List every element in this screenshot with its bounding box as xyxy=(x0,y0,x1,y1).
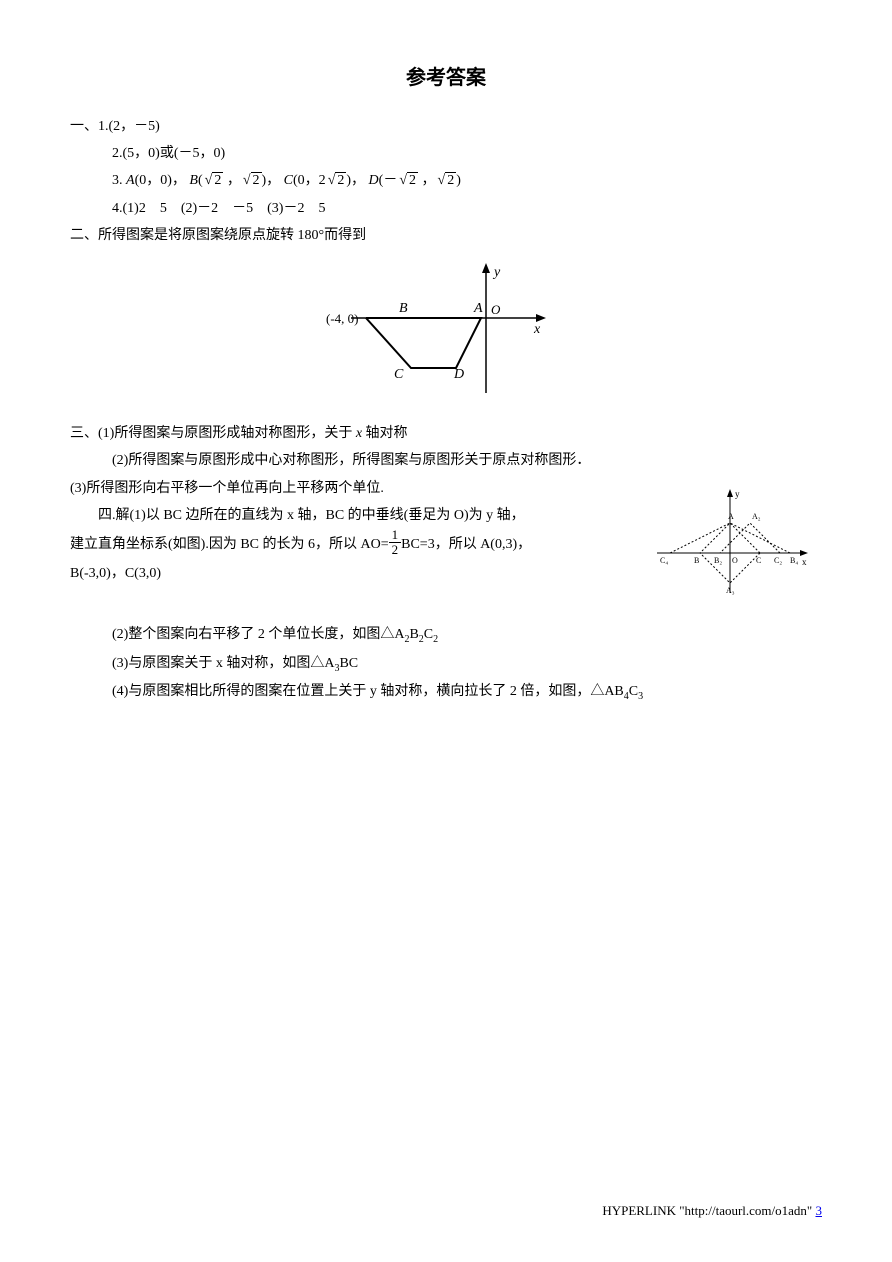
sec1-l3-prefix: 3. xyxy=(112,173,123,188)
sec3-line1: 三、(1)所得图案与原图形成轴对称图形，关于 x 轴对称 xyxy=(70,421,822,446)
sec1-l1: 1.(2，－5) xyxy=(98,119,160,134)
d2-B2: B₂ xyxy=(714,556,722,565)
sub: 2 xyxy=(433,634,438,645)
d1-D: D xyxy=(453,367,464,382)
sec1-D-open: (－ xyxy=(379,173,398,188)
d2-C4: C₄ xyxy=(660,556,668,565)
sqrt-icon: 2 xyxy=(326,168,347,193)
sec1-B-close: )， xyxy=(262,173,281,188)
sec1-A: A xyxy=(126,173,135,188)
sec1-C-close: )， xyxy=(346,173,365,188)
sep: ， xyxy=(418,173,436,188)
sec4-line6: (4)与原图案相比所得的图案在位置上关于 y 轴对称，横向拉长了 2 倍，如图，… xyxy=(70,679,822,706)
d1-C: C xyxy=(394,367,404,382)
frac-num: 1 xyxy=(389,528,402,543)
sec1-C: C xyxy=(284,173,293,188)
sec1-A-coord: (0，0)， xyxy=(135,173,186,188)
sec1-D: D xyxy=(369,173,379,188)
d2-A3: A₃ xyxy=(726,586,735,595)
sec3-l1-pre: 三、(1)所得图案与原图形成轴对称图形，关于 xyxy=(70,426,356,441)
footer-hyperlink: HYPERLINK "http://taourl.com/o1adn" 3 xyxy=(602,1199,822,1222)
sec1-heading: 一、 xyxy=(70,119,98,134)
d1-y-label: y xyxy=(492,265,501,280)
sqrt-val: 2 xyxy=(251,172,262,188)
sec2-text: 二、所得图案是将原图案绕原点旋转 180°而得到 xyxy=(70,223,822,248)
sep: ， xyxy=(223,173,241,188)
d2-C: C xyxy=(756,556,761,565)
sec4-line5: (3)与原图案关于 x 轴对称，如图△A3BC xyxy=(70,651,822,678)
sqrt-icon: 2 xyxy=(436,168,457,193)
sec4-l6-pre: (4)与原图案相比所得的图案在位置上关于 y 轴对称，横向拉长了 2 倍，如图，… xyxy=(112,684,624,699)
diagram1: y x B A (-4, 0) O C D xyxy=(70,258,822,407)
t: C xyxy=(629,684,638,699)
d2-A: A xyxy=(728,512,734,521)
sec4-line4: (2)整个图案向右平移了 2 个单位长度，如图△A2B2C2 xyxy=(70,622,822,649)
diagram2: x y A A₂ A₃ B B₂ C C₂ B₄ C₄ O xyxy=(652,483,812,612)
sub: 3 xyxy=(638,691,643,702)
sec1-line4: 4.(1)2 5 (2)－2 －5 (3)－2 5 xyxy=(70,196,822,221)
fraction-icon: 12 xyxy=(389,528,402,558)
d2-x: x xyxy=(802,557,807,567)
sqrt-val: 2 xyxy=(445,172,456,188)
sec1-line2: 2.(5，0)或(－5，0) xyxy=(70,141,822,166)
sqrt-val: 2 xyxy=(212,172,223,188)
d2-A2: A₂ xyxy=(752,512,761,521)
d2-B: B xyxy=(694,556,699,565)
d1-coord: (-4, 0) xyxy=(326,311,359,326)
sec4-l2-pre: 建立直角坐标系(如图).因为 BC 的长为 6，所以 AO= xyxy=(70,537,389,552)
sec4-l2-post: BC=3，所以 A(0,3)， xyxy=(401,537,531,552)
d1-A: A xyxy=(473,301,483,316)
d1-B: B xyxy=(399,301,408,316)
sec1-line3: 3. A(0，0)， B(2 ，2)， C(0，22)， D(－2 ，2) xyxy=(70,168,822,193)
sec1-C-open: (0，2 xyxy=(293,173,326,188)
sec4-l4-pre: (2)整个图案向右平移了 2 个单位长度，如图△A xyxy=(112,627,404,642)
sqrt-val: 2 xyxy=(335,172,346,188)
d1-x-label: x xyxy=(533,322,541,337)
d2-B4: B₄ xyxy=(790,556,798,565)
sec3-line2: (2)所得图案与原图形成中心对称图形，所得图案与原图形关于原点对称图形． xyxy=(70,448,822,473)
sec1-line1: 一、1.(2，－5) xyxy=(70,114,822,139)
hyperlink-label: HYPERLINK "http://taourl.com/o1adn" xyxy=(602,1203,815,1218)
hyperlink-anchor[interactable]: 3 xyxy=(816,1203,823,1218)
t: BC xyxy=(339,656,358,671)
page-title: 参考答案 xyxy=(70,60,822,96)
sqrt-icon: 2 xyxy=(397,168,418,193)
sec1-B: B xyxy=(189,173,198,188)
t: B xyxy=(409,627,418,642)
sqrt-val: 2 xyxy=(407,172,418,188)
sec4-l5-pre: (3)与原图案关于 x 轴对称，如图△A xyxy=(112,656,334,671)
d1-O: O xyxy=(491,302,501,317)
frac-den: 2 xyxy=(389,543,402,557)
d2-C2: C₂ xyxy=(774,556,782,565)
sqrt-icon: 2 xyxy=(241,168,262,193)
sqrt-icon: 2 xyxy=(203,168,224,193)
sec3-l1-post: 轴对称 xyxy=(362,426,408,441)
d2-y: y xyxy=(735,489,740,499)
sec1-D-close: ) xyxy=(456,173,461,188)
d2-O: O xyxy=(732,556,738,565)
t: C xyxy=(424,627,433,642)
